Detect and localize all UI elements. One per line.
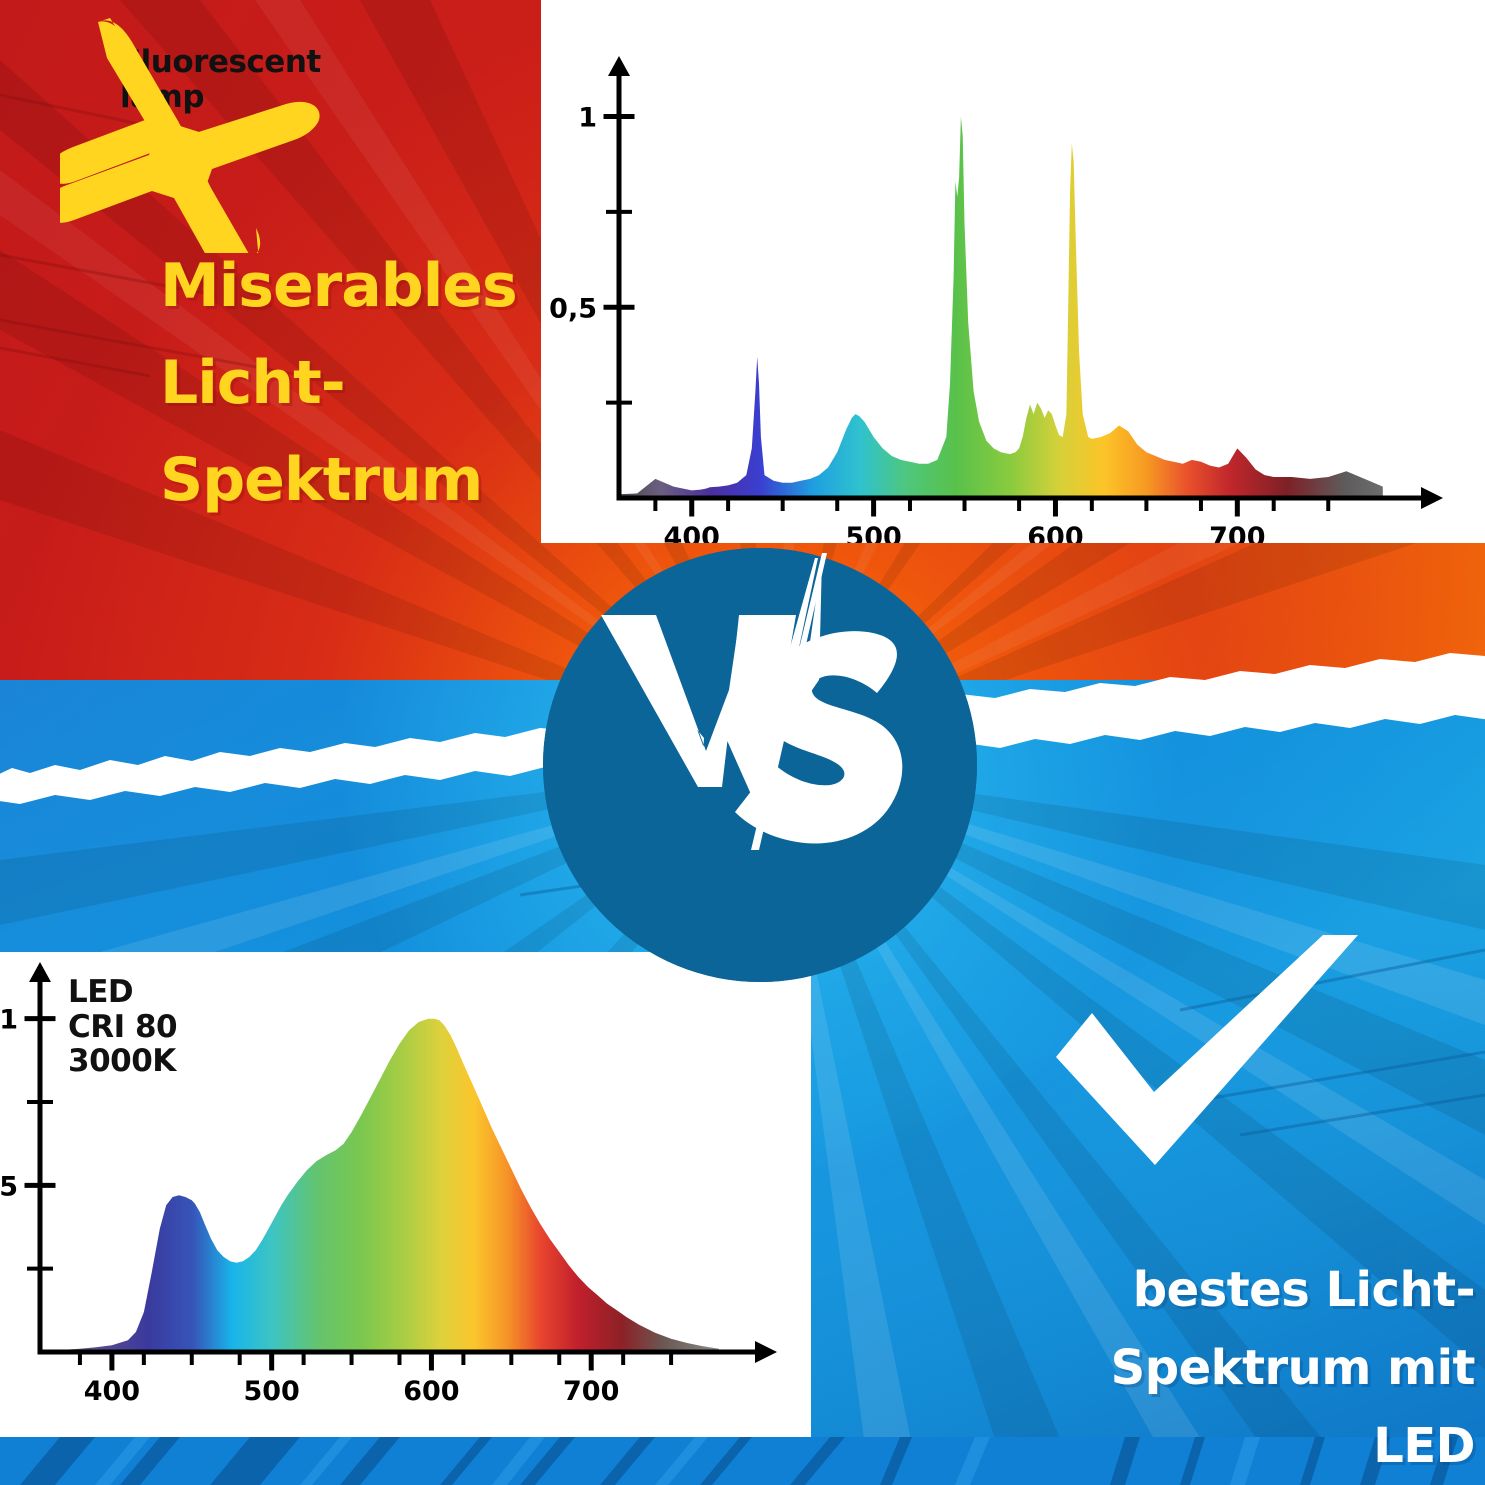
- led-chart-title: LED CRI 80 3000K: [68, 974, 178, 1080]
- svg-text:0,5: 0,5: [549, 293, 597, 324]
- vs-letters: [601, 553, 903, 850]
- svg-text:500: 500: [243, 1376, 299, 1407]
- vs-badge-graphic: [543, 548, 977, 982]
- bottom-stripe-strip: [0, 1437, 1485, 1485]
- svg-text:400: 400: [84, 1376, 140, 1407]
- svg-text:600: 600: [1027, 522, 1083, 543]
- svg-text:600: 600: [403, 1376, 459, 1407]
- red-side-headline: Miserables Licht- Spektrum: [160, 251, 518, 516]
- blue-side-headline: bestes Licht- Spektrum mit LED: [1110, 1262, 1476, 1474]
- x-mark-icon: [60, 18, 345, 253]
- svg-text:1: 1: [578, 103, 597, 134]
- fluorescent-spectrum-chart: 400 500 600 700 0,5 1: [549, 56, 1443, 543]
- svg-text:0,5: 0,5: [0, 1171, 18, 1202]
- svg-text:1: 1: [0, 1005, 18, 1036]
- chart-panel-fluorescent: 400 500 600 700 0,5 1: [541, 0, 1485, 543]
- svg-text:700: 700: [1209, 522, 1265, 543]
- svg-text:700: 700: [563, 1376, 619, 1407]
- check-mark-icon: [1020, 935, 1390, 1205]
- svg-text:500: 500: [845, 522, 901, 543]
- svg-text:400: 400: [664, 522, 720, 543]
- vs-badge: [543, 548, 977, 982]
- chart-panel-led: 400 500 600 700 0,5 1: [0, 952, 811, 1438]
- led-spectrum-chart: 400 500 600 700 0,5 1: [0, 962, 777, 1407]
